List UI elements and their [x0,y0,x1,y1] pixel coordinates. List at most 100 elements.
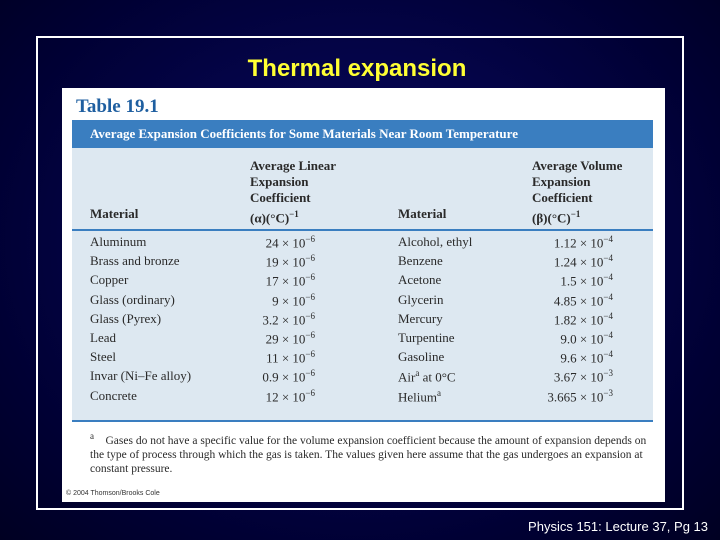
material: Acetone [398,272,441,288]
material-rest: at 0°C [419,369,456,385]
table-row: Copper 17 × 10−6 Acetone 1.5 × 10−4 [72,270,653,289]
volume-coefficient: 1.82 × 10−4 [554,311,613,328]
coefficient-base: 9.0 × 10 [560,331,604,347]
header-line: Coefficient [250,190,311,205]
coefficient-base: 3.2 × 10 [262,312,306,328]
material-name: Helium [398,388,437,404]
slide-title: Thermal expansion [247,55,467,82]
coefficient-exp: −4 [603,310,613,321]
material-name: Turpentine [398,330,455,345]
caption-bar: Average Expansion Coefficients for Some … [72,120,653,148]
material: Glass (ordinary) [90,291,175,307]
coefficient-exp: −6 [305,272,315,283]
table-row: Invar (Ni–Fe alloy) 0.9 × 10−6 Aira at 0°C… [72,366,653,385]
material: Benzene [398,253,443,269]
linear-coefficient: 17 × 10−6 [266,272,315,289]
footnote-text: Gases do not have a specific value for t… [90,434,647,475]
coefficient-exp: −6 [305,234,315,244]
material-name: Air [398,369,416,385]
coefficient-exp: −3 [603,368,613,379]
coefficient-exp: −4 [603,291,613,302]
linear-coefficient: 3.2 × 10−6 [262,311,315,328]
slide-footer: Physics 151: Lecture 37, Pg 13 [528,519,708,534]
linear-coefficient: 29 × 10−6 [266,330,315,347]
header-line: Expansion [532,174,591,189]
table-body: Average Linear Expansion Coefficient (α)… [72,148,653,422]
coefficient-base: 4.85 × 10 [553,292,604,308]
coefficient-exp: −4 [603,253,613,264]
linear-coefficient: 12 × 10−6 [266,388,315,405]
coefficient-base: 29 × 10 [265,331,306,347]
material: Concrete [90,387,137,403]
volume-coefficient: 4.85 × 10−4 [554,292,613,309]
table-image: Table 19.1 Average Expansion Coefficient… [62,88,665,502]
volume-coefficient: 3.67 × 10−3 [554,368,613,385]
header-line: Average Volume [532,158,623,173]
footnote-ref: a [437,387,441,398]
coefficient-exp: −6 [305,291,315,302]
volume-coefficient: 9.0 × 10−4 [560,330,613,347]
table-label: Table 19.1 [76,96,159,117]
coefficient-exp: −3 [603,387,613,398]
material: Aira at 0°C [398,368,456,385]
table-row: Aluminum 24 × 10−6 Alcohol, ethyl 1.12 × 10… [72,232,653,251]
unit-exp: −1 [570,209,581,219]
table-row: Brass and bronze 19 × 10−6 Benzene 1.24 × 1… [72,251,653,270]
table-caption: Average Expansion Coefficients for Some … [90,126,518,141]
coefficient-base: 24 × 10 [265,235,306,251]
copyright: © 2004 Thomson/Brooks Cole [66,490,160,497]
material: Lead [90,330,116,345]
coefficient-exp: −4 [603,272,613,283]
material: Mercury [398,311,443,327]
coefficient-base: 19 × 10 [265,254,306,270]
table-row: Steel 11 × 10−6 Gasoline 9.6 × 10−4 [72,347,653,366]
coefficient-exp: −4 [603,349,613,360]
coefficient-base: 1.12 × 10 [553,235,604,251]
linear-coefficient: 0.9 × 10−6 [262,368,315,385]
header-unit: (α)(°C)−1 [250,206,336,226]
material: Glass (Pyrex) [90,310,162,326]
volume-coefficient: 1.24 × 10−4 [554,253,613,270]
volume-coefficient: 1.5 × 10−4 [560,272,613,289]
material: Steel [90,349,116,365]
material-name: Mercury [398,310,443,326]
linear-coefficient: 24 × 10−6 [266,234,315,251]
coefficient-base: 3.665 × 10 [547,388,604,404]
coefficient-base: 1.5 × 10 [560,273,604,289]
coefficient-base: 17 × 10 [265,273,306,289]
coefficient-base: 12 × 10 [265,388,306,404]
header-line: Expansion [250,174,309,189]
coefficient-exp: −4 [603,234,613,244]
material-name: Alcohol, ethyl [398,234,473,249]
footnote-mark: a [90,431,94,441]
table-row: Concrete 12 × 10−6 Heliuma 3.665 × 10−3 [72,386,653,405]
volume-coefficient: 1.12 × 10−4 [554,234,613,251]
material-name: Acetone [398,272,442,288]
table-row: Glass (Pyrex) 3.2 × 10−6 Mercury 1.82 × 10−… [72,309,653,328]
material-name: Gasoline [398,349,445,365]
footnote-ref: a [415,368,420,379]
volume-coefficient: 9.6 × 10−4 [560,349,613,366]
header-line: Coefficient [532,190,593,205]
material: Heliuma [398,388,441,405]
header-unit: (β)(°C)−1 [532,206,622,226]
coefficient-base: 9.6 × 10 [560,350,604,366]
material: Copper [90,272,129,288]
coefficient-base: 0.9 × 10 [262,369,306,385]
material-header: Material [398,206,447,221]
table-row: Lead 29 × 10−6 Turpentine 9.0 × 10−4 [72,328,653,347]
linear-header: Average Linear Expansion Coefficient (α)… [250,158,336,226]
coefficient-base: 1.82 × 10 [553,312,604,328]
header-line: Average Linear [250,158,337,173]
header-rule [72,229,653,231]
coefficient-exp: −6 [305,330,315,340]
unit: (β)(°C) [532,210,571,226]
coefficient-base: 1.24 × 10 [553,254,604,270]
linear-coefficient: 19 × 10−6 [266,253,315,270]
coefficient-exp: −6 [305,349,315,360]
material-name: Glycerin [398,291,444,307]
frame [36,36,684,510]
unit: (α)(°C) [250,210,290,226]
coefficient-exp: −6 [305,368,315,379]
